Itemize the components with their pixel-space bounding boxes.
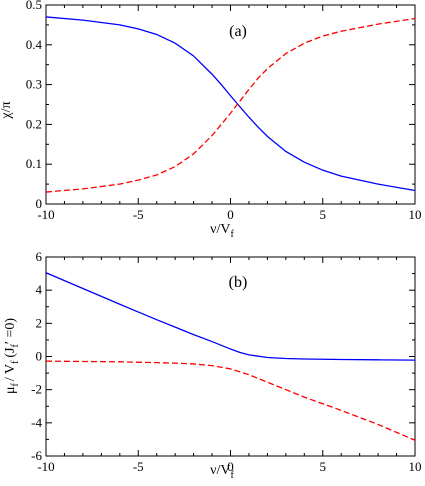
panel-a-ticks: -10 -5 0 5 10 0 0.1 0.2 0.3 0.4 0.5 (26, 0, 422, 222)
panel-b-label: (b) (229, 274, 248, 291)
panel-a-x-axis-label: ν/Vf (210, 222, 234, 240)
series-line-b-1 (45, 272, 416, 361)
panel-a-label: (a) (229, 23, 247, 40)
x-tick-label-b: 0 (227, 459, 234, 474)
panel-a-y-axis-label: χ/π (0, 101, 14, 119)
y-tick-label-b: 0 (36, 349, 43, 364)
x-tick-label-a: -10 (37, 207, 54, 222)
panel-b-ticks: -10 -5 0 5 10 -6 -4 -2 0 2 4 6 (31, 249, 421, 474)
y-tick-label-a: 0.2 (26, 116, 42, 131)
x-tick-label-b: -5 (133, 459, 144, 474)
panel-b-y-axis-label-sub3: f (10, 343, 21, 347)
panel-a-x-axis-label-sub: f (231, 229, 235, 240)
panel-b-y-axis-label-tail: (J (3, 347, 18, 358)
panel-a-x-axis-label-main: ν/V (210, 222, 230, 237)
y-tick-label-a: 0.3 (26, 77, 42, 92)
panel-b-series (45, 272, 416, 441)
y-tick-label-b: 4 (36, 282, 43, 297)
y-tick-label-b: 6 (36, 249, 43, 264)
y-tick-label-b: -4 (31, 415, 42, 430)
x-tick-label-b: -10 (37, 459, 54, 474)
panel-b-y-axis-label-end: ′ =0) (3, 318, 18, 344)
panel-b-x-axis-label: ν/Vf (210, 463, 234, 481)
y-tick-label-b: -2 (31, 382, 42, 397)
x-tick-label-b: 10 (409, 459, 422, 474)
panel-a-y-axis-label-main: χ/π (0, 101, 14, 119)
y-tick-label-a: 0.1 (26, 156, 42, 171)
panel-b-y-axis-label-main: μ (3, 387, 18, 395)
x-tick-label-b: 5 (320, 459, 327, 474)
y-tick-label-b: -6 (31, 448, 42, 463)
x-tick-label-a: 5 (320, 207, 327, 222)
panel-b-y-axis-label-sub2: f (10, 360, 21, 364)
x-tick-label-a: -5 (133, 207, 144, 222)
panel-b-x-axis-label-sub: f (231, 470, 235, 481)
x-tick-label-a: 10 (409, 207, 422, 222)
series-line-a-1 (45, 16, 416, 192)
panel-b-x-axis-label-main: ν/V (210, 463, 230, 478)
panel-a-series (45, 16, 416, 193)
panel-b-y-axis-label-rest: / V (3, 364, 18, 381)
series-line-a-2 (45, 17, 416, 193)
panel-b-y-axis-label: μf/ Vf(Jf′ =0) (3, 318, 21, 394)
y-tick-label-a: 0 (36, 196, 43, 211)
x-tick-label-a: 0 (227, 207, 234, 222)
panel-a: -10 -5 0 5 10 0 0.1 0.2 0.3 0.4 0.5 (a) χ/π ν/Vf (0, 0, 422, 240)
y-tick-label-a: 0.4 (26, 37, 43, 52)
panel-b-y-axis-label-sub: f (10, 383, 21, 387)
y-tick-label-b: 2 (36, 315, 43, 330)
y-tick-label-a: 0.5 (26, 0, 42, 12)
series-line-b-2 (45, 360, 416, 441)
